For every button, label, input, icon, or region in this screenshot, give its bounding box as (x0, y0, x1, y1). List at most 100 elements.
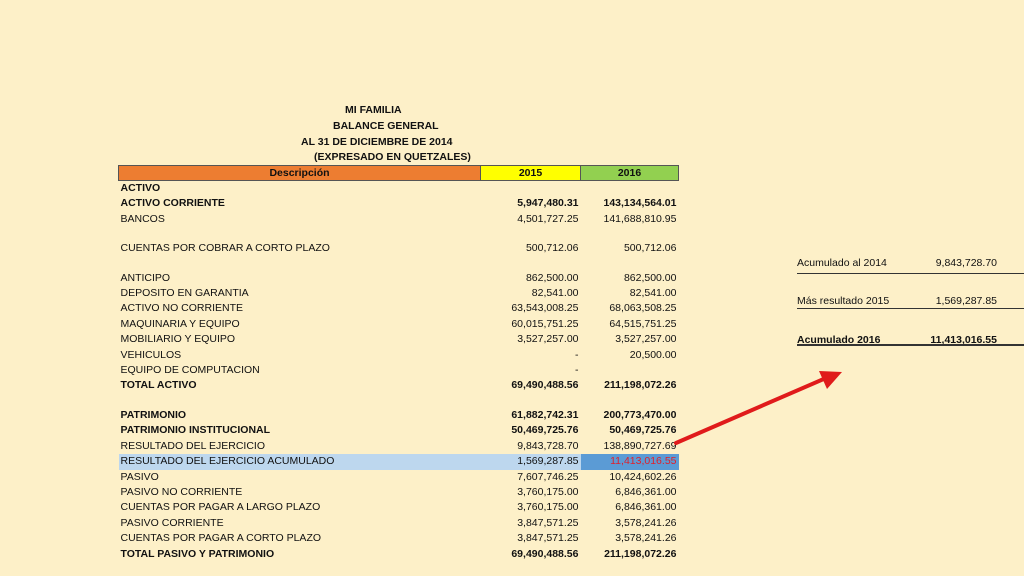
resultado-2015-value: 1,569,287.85 (935, 295, 997, 307)
row-value-2016: 211,198,072.26 (604, 379, 677, 392)
table-header-row: Descripción 2015 2016 (118, 165, 679, 181)
row-value-2015: 862,500.00 (525, 271, 579, 284)
acumulado-2014-value: 9,843,728.70 (935, 257, 997, 269)
row-description: CUENTAS POR PAGAR A LARGO PLAZO (120, 501, 321, 514)
row-description: EQUIPO DE COMPUTACION (120, 364, 260, 377)
row-value-2016: 143,134,564.01 (603, 197, 677, 210)
row-value-2016: 64,515,751.25 (609, 317, 677, 330)
row-value-2016: 82,541.00 (629, 287, 677, 300)
row-value-2015: 500,712.06 (525, 242, 579, 255)
row-value-2015: 1,569,287.85 (480, 454, 581, 470)
row-value-2015: 4,501,727.25 (517, 212, 579, 225)
row-description: PASIVO NO CORRIENTE (120, 485, 243, 498)
row-value-2016: 6,846,361.00 (615, 485, 677, 498)
row-value-2016: 50,469,725.76 (609, 424, 677, 437)
row-value-2015: - (575, 364, 579, 377)
row-description: PATRIMONIO (120, 408, 187, 421)
table-row: PATRIMONIO 61,882,742.31 200,773,470.00 (119, 408, 679, 423)
acumulado-2016-label: Acumulado 2016 (797, 334, 881, 346)
row-value-2016: 211,198,072.26 (604, 547, 677, 560)
table-row: PASIVO CORRIENTE 3,847,571.25 3,578,241.26 (119, 516, 679, 531)
table-row: ACTIVO NO CORRIENTE 63,543,008.25 68,063,5… (119, 301, 679, 316)
resultado-2015-underline (797, 308, 1024, 309)
column-header-description: Descripción (118, 165, 481, 181)
row-description: RESULTADO DEL EJERCICIO ACUMULADO (118, 454, 481, 470)
table-row: BANCOS 4,501,727.25 141,688,810.95 (119, 212, 679, 227)
row-description: RESULTADO DEL EJERCICIO (120, 439, 266, 452)
acumulado-2014-underline (797, 273, 1024, 274)
row-value-2016: 200,773,470.00 (603, 408, 677, 421)
table-row: MOBILIARIO Y EQUIPO 3,527,257.00 3,527,257… (119, 332, 679, 347)
row-description: PASIVO CORRIENTE (120, 516, 224, 529)
row-value-2016: 3,578,241.26 (615, 516, 677, 529)
table-row: EQUIPO DE COMPUTACION - (119, 363, 679, 378)
row-value-2015: 69,490,488.56 (511, 379, 579, 392)
row-value-2015: 63,543,008.25 (511, 302, 579, 315)
row-description: DEPOSITO EN GARANTIA (120, 287, 249, 300)
table-row: TOTAL ACTIVO 69,490,488.56 211,198,072.26 (119, 378, 679, 393)
table-row: ANTICIPO 862,500.00 862,500.00 (119, 271, 679, 286)
table-row: CUENTAS POR PAGAR A LARGO PLAZO 3,760,175… (119, 500, 679, 515)
report-statement: BALANCE GENERAL (333, 120, 439, 132)
row-value-2016: 862,500.00 (623, 271, 677, 284)
table-row: ACTIVO (119, 181, 679, 197)
balance-sheet-table: Descripción 2015 2016 ACTIVO ACTIVO CORRI… (118, 165, 679, 562)
table-row: PASIVO NO CORRIENTE 3,760,175.00 6,846,361… (119, 485, 679, 500)
row-value-2015: 60,015,751.25 (511, 317, 579, 330)
row-value-2016: 138,890,727.69 (603, 439, 677, 452)
row-value-2016: 10,424,602.26 (609, 470, 677, 483)
table-row: CUENTAS POR PAGAR A CORTO PLAZO 3,847,571… (119, 531, 679, 546)
table-row: RESULTADO DEL EJERCICIO 9,843,728.70 138,8… (119, 439, 679, 454)
row-value-2016: 3,527,257.00 (615, 333, 677, 346)
row-value-2015: 9,843,728.70 (517, 439, 579, 452)
table-row: TOTAL PASIVO Y PATRIMONIO 69,490,488.56 21… (119, 547, 679, 562)
table-row: RESULTADO DEL EJERCICIO ACUMULADO 1,569,2… (118, 454, 679, 470)
row-description: ACTIVO CORRIENTE (120, 197, 225, 210)
column-header-2015: 2015 (480, 165, 581, 181)
row-description: TOTAL ACTIVO (120, 379, 197, 392)
table-row: PATRIMONIO INSTITUCIONAL 50,469,725.76 50,… (119, 423, 679, 438)
report-currency-note: (EXPRESADO EN QUETZALES) (314, 151, 471, 163)
table-row: DEPOSITO EN GARANTIA 82,541.00 82,541.00 (119, 286, 679, 301)
acumulado-2014-label: Acumulado al 2014 (797, 257, 887, 269)
row-value-2015: 3,760,175.00 (517, 485, 579, 498)
acumulado-2016-underline (797, 344, 1024, 346)
row-value-2016: 11,413,016.55 (580, 454, 679, 470)
table-row: CUENTAS POR COBRAR A CORTO PLAZO 500,712.… (119, 241, 679, 256)
table-row: MAQUINARIA Y EQUIPO 60,015,751.25 64,515,7… (119, 317, 679, 332)
row-description: CUENTAS POR COBRAR A CORTO PLAZO (120, 242, 330, 255)
resultado-2015-label: Más resultado 2015 (797, 295, 890, 307)
row-value-2015: 3,847,571.25 (517, 516, 579, 529)
row-description: ANTICIPO (120, 271, 171, 284)
row-value-2016: 3,578,241.26 (615, 532, 677, 545)
row-value-2016: 141,688,810.95 (603, 212, 677, 225)
row-description: CUENTAS POR PAGAR A CORTO PLAZO (120, 532, 322, 545)
row-description: MAQUINARIA Y EQUIPO (120, 317, 240, 330)
acumulado-2016-value: 11,413,016.55 (930, 334, 997, 346)
row-value-2015: - (575, 348, 579, 361)
row-value-2015: 3,847,571.25 (517, 532, 579, 545)
row-description: ACTIVO (120, 182, 161, 194)
row-description: TOTAL PASIVO Y PATRIMONIO (120, 547, 275, 560)
column-header-2016: 2016 (580, 165, 679, 181)
row-value-2015: 5,947,480.31 (517, 197, 579, 210)
table-row: ACTIVO CORRIENTE 5,947,480.31 143,134,564.… (119, 196, 679, 211)
row-value-2015: 82,541.00 (531, 287, 579, 300)
row-description: MOBILIARIO Y EQUIPO (120, 333, 236, 346)
row-description: PATRIMONIO INSTITUCIONAL (120, 424, 271, 437)
table-row: PASIVO 7,607,746.25 10,424,602.26 (119, 470, 679, 485)
row-value-2016: 6,846,361.00 (615, 501, 677, 514)
row-value-2016: 500,712.06 (623, 242, 677, 255)
row-description: ACTIVO NO CORRIENTE (120, 302, 244, 315)
row-description: PASIVO (120, 470, 159, 483)
report-entity: MI FAMILIA (345, 104, 402, 116)
row-value-2015: 3,527,257.00 (517, 333, 579, 346)
row-description: BANCOS (120, 212, 165, 225)
row-value-2016: 68,063,508.25 (609, 302, 677, 315)
report-date-line: AL 31 DE DICIEMBRE DE 2014 (301, 136, 453, 148)
row-description: VEHICULOS (120, 348, 182, 361)
table-row: VEHICULOS - 20,500.00 (119, 348, 679, 363)
row-value-2015: 61,882,742.31 (511, 408, 579, 421)
row-value-2015: 3,760,175.00 (517, 501, 579, 514)
